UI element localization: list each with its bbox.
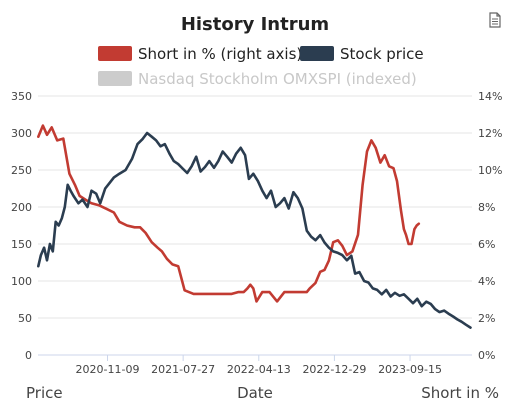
legend-item-index[interactable]: Nasdaq Stockholm OMXSPI (indexed) [98, 70, 417, 88]
document-icon[interactable] [488, 12, 502, 28]
legend-swatch-stock [300, 46, 334, 61]
right-tick-label: 4% [478, 275, 495, 288]
left-tick-label: 100 [11, 275, 32, 288]
left-tick-label: 50 [18, 312, 32, 325]
right-axis-ticks: 0% 2% 4% 6% 8% 10% 12% 14% [478, 90, 502, 362]
left-axis-ticks: 0 50 100 150 200 250 300 350 [11, 90, 32, 362]
x-axis-title: Date [237, 384, 273, 402]
left-tick-label: 250 [11, 164, 32, 177]
left-tick-label: 150 [11, 238, 32, 251]
right-axis-title: Short in % [421, 384, 499, 402]
legend-label-short: Short in % (right axis) [138, 45, 302, 63]
left-tick-label: 350 [11, 90, 32, 103]
left-tick-label: 200 [11, 201, 32, 214]
grid [38, 95, 472, 356]
left-axis-title: Price [26, 384, 63, 402]
right-tick-label: 10% [478, 164, 502, 177]
legend-item-stock[interactable]: Stock price [300, 45, 424, 63]
stock-price-line [36, 131, 472, 329]
legend-item-short[interactable]: Short in % (right axis) [98, 45, 302, 63]
left-tick-label: 300 [11, 127, 32, 140]
right-tick-label: 0% [478, 349, 495, 362]
x-tick-label: 2023-09-15 [378, 363, 442, 376]
left-tick-label: 0 [25, 349, 32, 362]
plot-area [36, 124, 472, 329]
x-axis-ticks: 2020-11-09 2021-07-27 2022-04-13 2022-12-29… [38, 354, 472, 376]
x-tick-label: 2022-12-29 [302, 363, 366, 376]
legend-label-index: Nasdaq Stockholm OMXSPI (indexed) [138, 70, 417, 88]
short-series-line [36, 124, 421, 303]
right-tick-label: 8% [478, 201, 495, 214]
x-tick-label: 2021-07-27 [151, 363, 215, 376]
legend-swatch-short [98, 46, 132, 61]
right-tick-label: 14% [478, 90, 502, 103]
legend: Short in % (right axis) Stock price Nasd… [98, 45, 424, 88]
legend-swatch-index [98, 71, 132, 86]
x-tick-label: 2020-11-09 [76, 363, 140, 376]
chart-title: History Intrum [181, 14, 329, 35]
legend-label-stock: Stock price [340, 45, 424, 63]
x-tick-label: 2022-04-13 [227, 363, 291, 376]
right-tick-label: 2% [478, 312, 495, 325]
right-tick-label: 12% [478, 127, 502, 140]
right-tick-label: 6% [478, 238, 495, 251]
